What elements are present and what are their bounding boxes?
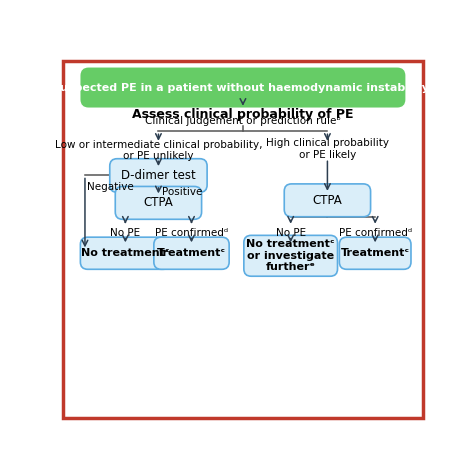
Text: No treatmentᶜ: No treatmentᶜ bbox=[81, 248, 170, 258]
Text: CTPA: CTPA bbox=[144, 196, 173, 210]
Text: No PE: No PE bbox=[275, 228, 306, 238]
Text: Clinical judgement or prediction ruleᵇ: Clinical judgement or prediction ruleᵇ bbox=[145, 116, 341, 126]
Text: Suspected PE in a patient without haemodynamic instabilityᵃ: Suspected PE in a patient without haemod… bbox=[52, 82, 434, 92]
Text: Treatmentᶜ: Treatmentᶜ bbox=[157, 248, 226, 258]
Text: Positive: Positive bbox=[162, 187, 202, 197]
FancyBboxPatch shape bbox=[284, 184, 371, 217]
Text: High clinical probability
or PE likely: High clinical probability or PE likely bbox=[266, 138, 389, 160]
Text: D-dimer test: D-dimer test bbox=[121, 169, 196, 182]
FancyBboxPatch shape bbox=[154, 237, 229, 269]
Text: PE confirmedᵈ: PE confirmedᵈ bbox=[338, 228, 412, 238]
Text: No PE: No PE bbox=[110, 228, 140, 237]
Text: CTPA: CTPA bbox=[312, 194, 342, 207]
Text: Low or intermediate clinical probability,
or PE unlikely: Low or intermediate clinical probability… bbox=[55, 140, 262, 162]
Text: No treatmentᶜ
or investigate
furtherᵉ: No treatmentᶜ or investigate furtherᵉ bbox=[246, 239, 335, 273]
Text: Negative: Negative bbox=[87, 182, 134, 192]
FancyBboxPatch shape bbox=[244, 236, 337, 276]
FancyBboxPatch shape bbox=[115, 186, 201, 219]
FancyBboxPatch shape bbox=[81, 237, 170, 269]
FancyBboxPatch shape bbox=[63, 61, 423, 418]
FancyBboxPatch shape bbox=[339, 237, 411, 269]
Text: PE confirmedᵈ: PE confirmedᵈ bbox=[155, 228, 228, 237]
Text: Treatmentᶜ: Treatmentᶜ bbox=[341, 248, 410, 258]
FancyBboxPatch shape bbox=[110, 159, 207, 192]
FancyBboxPatch shape bbox=[82, 68, 405, 107]
Text: Assess clinical probability of PE: Assess clinical probability of PE bbox=[132, 108, 354, 121]
